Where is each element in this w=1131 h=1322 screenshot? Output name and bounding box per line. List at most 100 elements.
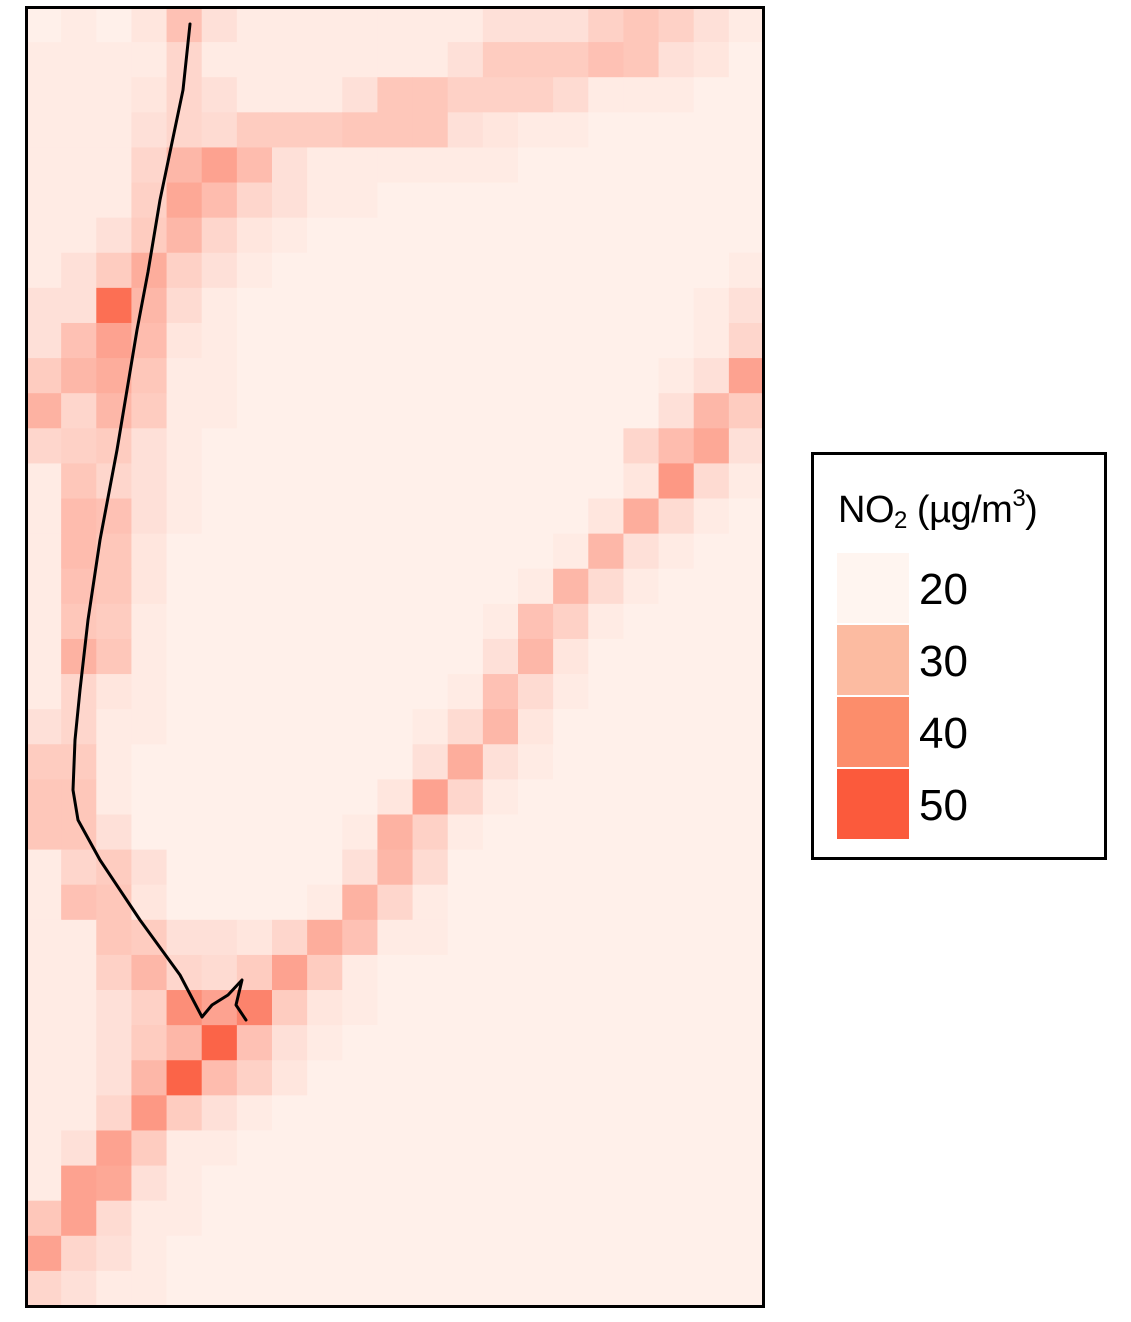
raster-cell — [26, 217, 62, 254]
raster-cell — [623, 42, 660, 78]
raster-cell — [342, 252, 379, 289]
raster-cell — [623, 674, 660, 710]
raster-cell — [588, 603, 625, 640]
raster-cell — [201, 1095, 238, 1132]
raster-cell — [447, 1270, 484, 1307]
raster-cell — [131, 954, 168, 991]
raster-cell — [342, 533, 379, 570]
raster-cell — [623, 709, 660, 745]
raster-cell — [482, 112, 519, 149]
raster-cell — [307, 112, 343, 149]
raster-cell — [272, 463, 308, 500]
raster-cell — [693, 77, 730, 113]
raster-cell — [412, 1060, 449, 1096]
raster-cell — [166, 287, 203, 324]
raster-cell — [412, 919, 449, 956]
raster-cell — [377, 182, 414, 219]
raster-cell — [377, 112, 414, 149]
raster-cell — [447, 709, 484, 745]
raster-cell — [447, 990, 484, 1026]
raster-cell — [166, 1200, 203, 1237]
raster-cell — [588, 1060, 625, 1096]
raster-cell — [447, 77, 484, 113]
raster-cell — [307, 814, 343, 851]
raster-cell — [377, 393, 414, 429]
raster-cell — [658, 674, 695, 710]
raster-cell — [131, 217, 168, 254]
raster-cell — [131, 814, 168, 851]
raster-cell — [166, 1060, 203, 1096]
raster-cell — [728, 744, 765, 780]
raster-cell — [61, 393, 97, 429]
raster-cell — [482, 919, 519, 956]
raster-cell — [166, 1270, 203, 1307]
raster-cell — [447, 287, 484, 324]
raster-cell — [166, 884, 203, 921]
raster-cell — [96, 1025, 133, 1061]
raster-cell — [482, 603, 519, 640]
raster-cell — [623, 1025, 660, 1061]
raster-cell — [553, 568, 589, 605]
raster-cell — [588, 1235, 625, 1272]
raster-cell — [96, 1235, 133, 1272]
raster-cell — [588, 919, 625, 956]
raster-cell — [96, 217, 133, 254]
raster-cell — [342, 358, 379, 394]
raster-cell — [412, 638, 449, 675]
raster-cell — [447, 603, 484, 640]
raster-cell — [518, 533, 554, 570]
raster-cell — [96, 674, 133, 710]
raster-cell — [236, 463, 273, 500]
raster-cell — [307, 709, 343, 745]
raster-cell — [658, 498, 695, 535]
raster-cell — [377, 568, 414, 605]
raster-cell — [658, 287, 695, 324]
raster-cell — [236, 954, 273, 991]
raster-cell — [553, 147, 589, 184]
raster-cell — [307, 674, 343, 710]
raster-cell — [131, 147, 168, 184]
raster-cell — [307, 147, 343, 184]
raster-cell — [96, 77, 133, 113]
raster-cell — [201, 42, 238, 78]
raster-cell — [553, 990, 589, 1026]
raster-cell — [131, 428, 168, 465]
raster-cell — [236, 112, 273, 149]
raster-cell — [342, 849, 379, 886]
raster-cell — [26, 1200, 62, 1237]
raster-cell — [201, 638, 238, 675]
raster-cell — [201, 1025, 238, 1061]
raster-cell — [623, 990, 660, 1026]
raster-cell — [658, 954, 695, 991]
raster-cell — [412, 112, 449, 149]
raster-cell — [658, 1270, 695, 1307]
raster-cell — [693, 1060, 730, 1096]
raster-cell — [166, 919, 203, 956]
raster-cell — [447, 7, 484, 43]
raster-cell — [342, 42, 379, 78]
raster-cell — [588, 322, 625, 359]
raster-cell — [377, 498, 414, 535]
raster-cell — [728, 112, 765, 149]
raster-cell — [553, 954, 589, 991]
legend-title-prefix: NO — [838, 489, 895, 531]
raster-cell — [236, 1235, 273, 1272]
raster-cell — [26, 1235, 62, 1272]
raster-cell — [377, 603, 414, 640]
raster-cell — [307, 42, 343, 78]
raster-cell — [412, 463, 449, 500]
raster-cell — [26, 358, 62, 394]
raster-cell — [693, 709, 730, 745]
raster-cell — [307, 1235, 343, 1272]
raster-cell — [166, 568, 203, 605]
raster-cell — [553, 849, 589, 886]
raster-cell — [342, 393, 379, 429]
raster-cell — [623, 603, 660, 640]
legend-swatch — [837, 625, 909, 695]
raster-cell — [61, 603, 97, 640]
raster-cell — [588, 498, 625, 535]
raster-cell — [693, 463, 730, 500]
raster-cell — [272, 1095, 308, 1132]
raster-cell — [307, 252, 343, 289]
raster-cell — [166, 463, 203, 500]
